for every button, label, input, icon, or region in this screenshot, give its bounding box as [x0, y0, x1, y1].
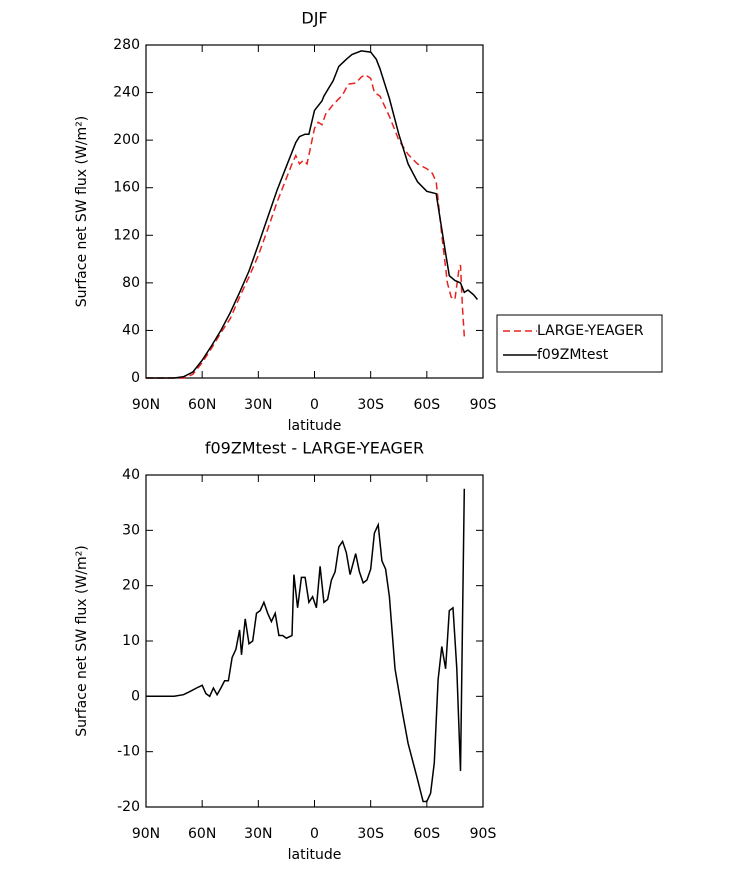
y-tick-label: 10 [122, 633, 140, 649]
y-tick-label: 280 [113, 37, 140, 53]
y-tick-label: 80 [122, 275, 140, 291]
data-line [146, 488, 466, 803]
y-tick-label: 240 [113, 85, 140, 101]
plot-frame [145, 44, 484, 379]
x-tick-label: 60S [413, 826, 440, 842]
x-tick-label: 0 [310, 826, 319, 842]
x-tick-label: 30N [244, 826, 272, 842]
chart-title: f09ZMtest - LARGE-YEAGER [205, 439, 424, 458]
y-axis-label: Surface net SW flux (W/m²) [74, 545, 90, 737]
x-tick-label: 90N [132, 397, 160, 413]
y-axis-label: Surface net SW flux (W/m²) [74, 116, 90, 308]
y-tick-label: -20 [117, 799, 140, 815]
x-tick-label: 30N [244, 397, 272, 413]
y-tick-label: 160 [113, 180, 140, 196]
chart-title: DJF [301, 9, 327, 28]
legend-label: f09ZMtest [537, 347, 609, 363]
y-tick-label: 40 [122, 467, 140, 483]
x-axis-label: latitude [288, 418, 342, 434]
y-tick-label: 0 [131, 688, 140, 704]
x-tick-label: 30S [357, 826, 384, 842]
y-tick-label: 200 [113, 132, 140, 148]
x-tick-label: 60N [188, 826, 216, 842]
legend-box [496, 314, 663, 373]
y-tick-label: -10 [117, 744, 140, 760]
y-tick-label: 120 [113, 227, 140, 243]
x-tick-label: 60N [188, 397, 216, 413]
data-line [146, 73, 466, 379]
x-tick-label: 60S [413, 397, 440, 413]
x-tick-label: 90S [470, 397, 497, 413]
x-tick-label: 90S [470, 826, 497, 842]
y-tick-label: 40 [122, 322, 140, 338]
y-tick-label: 20 [122, 578, 140, 594]
data-line [146, 50, 478, 379]
x-axis-label: latitude [288, 847, 342, 863]
plot-frame [145, 474, 484, 808]
y-tick-label: 30 [122, 522, 140, 538]
legend-label: LARGE-YEAGER [537, 323, 644, 339]
x-tick-label: 0 [310, 397, 319, 413]
y-tick-label: 0 [131, 370, 140, 386]
x-tick-label: 90N [132, 826, 160, 842]
x-tick-label: 30S [357, 397, 384, 413]
